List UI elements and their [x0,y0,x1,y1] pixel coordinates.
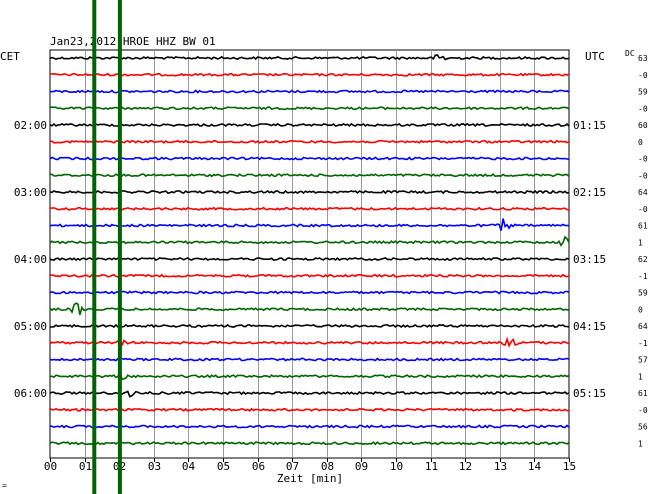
right-hour-label: 01:15 [573,119,606,132]
x-tick-label: 14 [528,460,542,473]
seismic-trace [49,390,570,398]
seismic-trace [49,206,570,211]
dc-value: 64 [638,322,648,331]
x-tick-label: 00 [44,460,57,473]
seismic-trace [49,273,570,278]
seismic-trace [49,323,570,329]
dc-value: 61 [638,389,648,398]
seismic-trace [49,156,570,161]
x-tick-label: 07 [286,460,299,473]
right-hour-label: 04:15 [573,320,606,333]
dc-value: 61 [638,222,648,231]
left-timezone-label: CET [0,50,20,63]
dc-value: 56 [638,423,648,432]
left-hour-label: 02:00 [14,119,47,132]
seismic-trace [49,336,570,348]
dc-value: 64 [638,188,648,197]
traces [49,54,570,446]
right-hour-label: 02:15 [573,186,606,199]
right-hour-label: 03:15 [573,253,606,266]
seismic-trace [49,189,570,195]
seismic-trace [49,369,570,380]
dc-value: -0 [638,205,648,214]
dc-value: 62 [638,255,648,264]
seismic-trace [49,441,570,446]
seismic-trace [49,257,570,262]
seismic-trace [49,122,570,128]
seismic-trace [50,106,570,111]
footer-mark: = [2,481,7,490]
x-tick-label: 08 [321,460,334,473]
dc-value: -1 [638,339,648,348]
seismic-trace [49,89,570,94]
dc-value: 1 [638,238,643,247]
seismic-trace [49,302,570,316]
seismic-trace [49,218,570,231]
x-tick-label: 10 [390,460,403,473]
seismic-trace [49,139,570,144]
dc-label: DC [625,49,635,58]
x-tick-label: 09 [355,460,368,473]
seismic-trace [49,173,570,178]
right-hour-label: 05:15 [573,387,606,400]
seismic-trace [49,290,570,295]
dc-value: -0 [638,406,648,415]
x-tick-label: 05 [217,460,230,473]
x-tick-label: 15 [563,460,576,473]
x-tick-label: 01 [79,460,92,473]
x-tick-label: 03 [148,460,161,473]
left-hour-label: 04:00 [14,253,47,266]
dc-value: 0 [638,305,643,314]
dc-value: 59 [638,88,648,97]
dc-value: -0 [638,71,648,80]
dc-value: -0 [638,104,648,113]
seismic-trace [49,72,570,77]
x-tick-label: 06 [252,460,265,473]
x-tick-label: 12 [459,460,472,473]
dc-value: 63 [638,54,648,63]
plot-frame [49,49,570,459]
x-axis-label: Zeit [min] [277,472,343,485]
markers [92,0,122,494]
x-tick-label: 04 [182,460,196,473]
left-hour-label: 06:00 [14,387,47,400]
dc-value: -1 [638,272,648,281]
left-hour-label: 03:00 [14,186,47,199]
dc-value: -0 [638,155,648,164]
left-hour-label: 05:00 [14,320,47,333]
seismic-trace [49,407,570,412]
x-tick-label: 11 [425,460,438,473]
dc-value: -0 [638,171,648,180]
grid [49,49,570,462]
chart-title: Jan23,2012 HROE HHZ BW 01 [50,35,216,48]
x-tick-label: 13 [494,460,507,473]
dc-value: 1 [638,372,643,381]
seismic-trace [49,357,570,362]
dc-value: 60 [638,121,648,130]
labels: 0001020304050607080910111213141563-059-0… [14,54,648,473]
dc-value: 0 [638,138,643,147]
dc-value: 1 [638,439,643,448]
seismic-trace [49,235,570,247]
right-timezone-label: UTC [585,50,605,63]
seismic-trace [49,424,570,429]
seismic-trace [49,54,570,61]
dc-value: 59 [638,289,648,298]
dc-value: 57 [638,356,648,365]
